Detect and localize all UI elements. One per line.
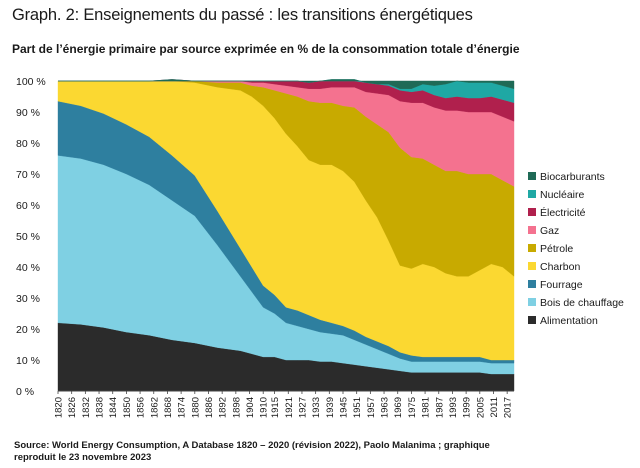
source-note: Source: World Energy Consumption, A Data… [14,440,614,464]
x-tick-label: 1832 [81,397,92,418]
x-tick-label: 2011 [489,397,500,417]
legend-label: Biocarburants [540,171,605,183]
y-tick-label: 90 % [16,107,40,119]
area-biocarburants [58,79,515,90]
x-tick-label: 1933 [311,397,322,418]
x-axis: 1820 1826 1832 1838 1844 1850 1856 1862 1868 1874… [54,390,514,418]
x-tick-label: 1951 [352,397,363,418]
y-tick-label: 60 % [16,200,40,212]
source-line-2: reproduit le 23 novembre 2023 [14,452,152,463]
legend-swatch [528,280,536,288]
x-tick-label: 1904 [245,397,256,418]
x-tick-label: 1844 [108,397,119,418]
y-axis: 0 % 10 % 20 % 30 % 40 % 50 % 60 % 70 % 80 % 90 % 1… [16,76,46,398]
y-tick-label: 80 % [16,138,40,150]
chart-title: Graph. 2: Enseignements du passé : les t… [12,6,473,24]
legend-label: Pétrole [540,243,573,255]
legend-swatch [528,244,536,252]
x-tick-label: 1892 [218,397,229,418]
legend-label: Nucléaire [540,189,585,201]
legend-swatch [528,298,536,306]
legend-label: Gaz [540,225,559,237]
y-tick-label: 10 % [16,355,40,367]
legend-swatch [528,316,536,324]
x-tick-label: 1993 [448,397,459,418]
x-tick-label: 2017 [503,397,514,418]
x-tick-label: 1945 [339,397,350,418]
x-tick-label: 1850 [122,397,133,418]
legend-label: Électricité [540,206,586,219]
x-tick-label: 1963 [380,397,391,418]
x-tick-label: 1939 [325,397,336,418]
x-tick-label: 1981 [421,397,432,418]
x-tick-label: 1826 [67,397,78,418]
y-tick-label: 40 % [16,262,40,274]
x-tick-label: 1975 [407,397,418,418]
area-series-group [57,79,515,392]
x-tick-label: 1856 [136,397,147,418]
x-tick-label: 1921 [284,397,295,418]
x-tick-label: 1927 [297,397,308,418]
legend-swatch [528,208,536,216]
y-tick-label: 70 % [16,169,40,181]
legend-swatch [528,190,536,198]
y-tick-label: 30 % [16,293,40,305]
legend-swatch [528,262,536,270]
x-tick-label: 1915 [270,397,281,418]
x-tick-label: 1957 [366,397,377,418]
y-tick-label: 50 % [16,231,40,243]
x-tick-label: 1969 [393,397,404,418]
y-tick-label: 20 % [16,324,40,336]
x-tick-label: 2005 [475,397,486,418]
legend-swatch [528,172,536,180]
x-tick-label: 1862 [149,397,160,418]
y-tick-label: 0 % [16,386,34,398]
legend: Biocarburants Nucléaire Électricité Gaz Pétr… [528,171,624,327]
x-tick-label: 1874 [177,397,188,418]
x-tick-label: 1910 [259,397,270,418]
legend-label: Fourrage [540,279,583,291]
chart: 0 % 10 % 20 % 30 % 40 % 50 % 60 % 70 % 80 % 90 % 1… [16,76,624,418]
x-tick-label: 1868 [163,397,174,418]
x-tick-label: 1886 [204,397,215,418]
chart-subtitle: Part de l’énergie primaire par source ex… [12,42,520,56]
x-tick-label: 1880 [190,397,201,418]
legend-label: Bois de chauffage [540,297,624,309]
source-line-1: Source: World Energy Consumption, A Data… [14,440,490,451]
legend-label: Alimentation [540,315,598,327]
y-tick-label: 100 % [16,76,46,88]
x-tick-label: 1999 [462,397,473,418]
legend-label: Charbon [540,261,580,273]
x-tick-label: 1820 [54,397,65,418]
x-tick-label: 1898 [231,397,242,418]
legend-swatch [528,226,536,234]
x-tick-label: 1987 [434,397,445,418]
x-tick-label: 1838 [95,397,106,418]
